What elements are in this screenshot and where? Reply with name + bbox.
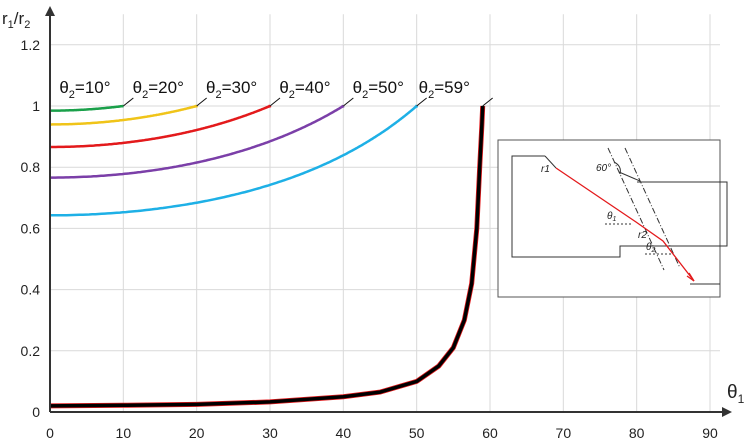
x-tick-label: 80 — [629, 425, 645, 441]
inset-prism-outline — [511, 155, 728, 258]
y-tick-label: 1.2 — [21, 37, 41, 53]
inset-normal-2 — [624, 147, 681, 269]
inset-prism-top-slope — [544, 155, 557, 169]
inset-label-r1: r1 — [541, 164, 550, 175]
series-label-leader — [343, 97, 354, 107]
series-line-theta2-10 — [50, 104, 124, 112]
x-tick-label: 30 — [262, 425, 278, 441]
series-label-leader — [123, 97, 134, 107]
series-line-theta2-59 — [49, 105, 485, 408]
inset-diagram: r1 r2 60° θ1 θ2 — [497, 139, 728, 298]
x-axis-label: θ1 — [727, 382, 745, 406]
series-labels: θ2=10° θ2=20° θ2=30° θ2=40° θ2=50° θ2=59° — [59, 78, 493, 107]
series-label-theta2-59: θ2=59° — [419, 78, 470, 101]
x-tick-label: 50 — [409, 425, 425, 441]
inset-label-angle: 60° — [596, 163, 611, 174]
curves — [49, 104, 486, 409]
inset-label-r2: r2 — [638, 230, 647, 241]
inset-ray-arrowhead — [686, 272, 695, 282]
series-label-theta2-20: θ2=20° — [133, 78, 184, 101]
series-59-underlay — [49, 105, 486, 409]
y-tick-label: 1 — [32, 98, 40, 114]
inset-frame — [497, 139, 721, 298]
series-label-theta2-40: θ2=40° — [279, 78, 330, 101]
x-tick-label: 60 — [482, 425, 498, 441]
y-ticks: 0 0.2 0.4 0.6 0.8 1 1.2 — [21, 37, 41, 420]
y-tick-label: 0 — [32, 404, 40, 420]
series-line-theta2-30 — [50, 104, 272, 149]
inset-label-theta1: θ1 — [607, 211, 616, 223]
series-line-theta2-50 — [50, 104, 418, 217]
series-line-theta2-40 — [50, 104, 345, 179]
x-tick-label: 40 — [336, 425, 352, 441]
series-line-theta2-20 — [50, 104, 198, 126]
series-label-theta2-30: θ2=30° — [206, 78, 257, 101]
inset-angle-line — [618, 171, 641, 182]
x-tick-label: 20 — [189, 425, 205, 441]
inset-ray — [555, 167, 695, 282]
y-tick-label: 0.2 — [21, 343, 41, 359]
x-tick-label: 0 — [46, 425, 54, 441]
inset-normal-1 — [607, 147, 665, 271]
x-tick-label: 70 — [556, 425, 572, 441]
y-tick-label: 0.4 — [21, 282, 41, 298]
series-label-theta2-50: θ2=50° — [353, 78, 404, 101]
inset-angle-arc — [613, 161, 621, 175]
series-label-leader — [269, 97, 281, 107]
series-label-leader — [416, 97, 427, 107]
inset-label-theta2: θ2 — [646, 242, 655, 254]
series-label-leader — [482, 97, 493, 107]
series-label-leader — [196, 97, 207, 107]
x-ticks: 0 10 20 30 40 50 60 70 80 90 — [46, 425, 718, 441]
y-axis-label: r1/r2 — [2, 9, 30, 31]
y-tick-label: 0.6 — [21, 220, 41, 236]
series-label-theta2-10: θ2=10° — [59, 78, 110, 101]
x-tick-label: 90 — [702, 425, 718, 441]
y-tick-label: 0.8 — [21, 159, 41, 175]
x-tick-label: 10 — [116, 425, 132, 441]
